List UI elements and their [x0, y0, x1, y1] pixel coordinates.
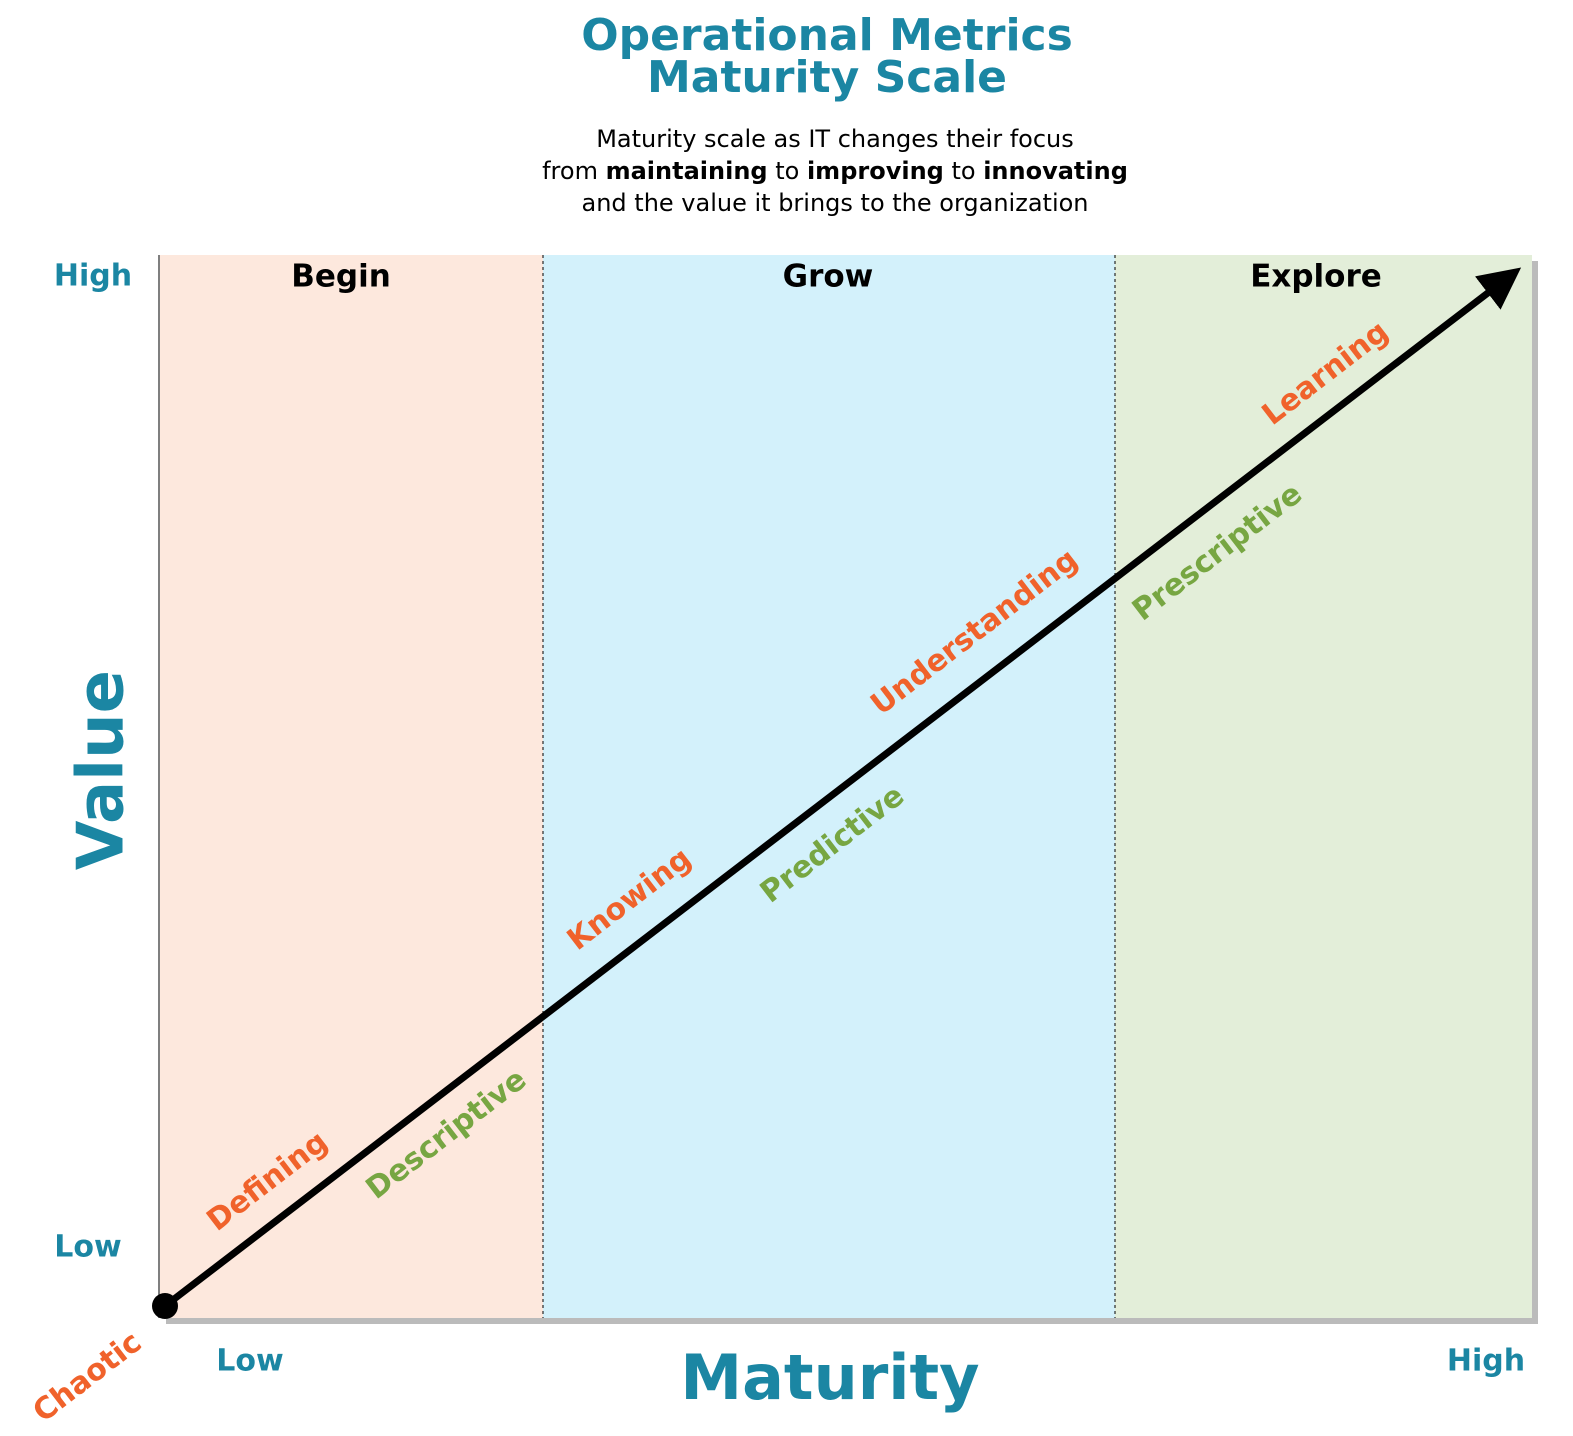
subtitle: and the value it brings to the organizat… [582, 189, 1089, 217]
phase-label: Explore [1250, 259, 1382, 295]
x-axis-label: Maturity [680, 1341, 979, 1414]
phase-area [1115, 255, 1532, 1318]
subtitle-part: maintaining [606, 157, 768, 185]
subtitle-part: improving [807, 157, 944, 185]
subtitle-part: innovating [983, 157, 1128, 185]
x-low: Low [216, 1344, 283, 1379]
phase-label: Grow [783, 259, 874, 295]
subtitle-part: to [944, 157, 983, 185]
phase-area [160, 255, 543, 1318]
start-dot [152, 1293, 178, 1319]
title: Maturity Scale [647, 52, 1007, 103]
arrow [162, 267, 1522, 1309]
y-low: Low [54, 1230, 121, 1265]
y-axis-label: Value [65, 670, 139, 870]
x-high: High [1447, 1344, 1525, 1379]
subtitle: from maintaining to improving to innovat… [542, 157, 1128, 185]
phase-label: Begin [291, 259, 391, 295]
phase-area [543, 255, 1115, 1318]
subtitle: Maturity scale as IT changes their focus [596, 125, 1074, 153]
y-high: High [54, 259, 132, 294]
subtitle-part: from [542, 157, 605, 185]
subtitle-part: to [768, 157, 807, 185]
start-label: Chaotic [27, 1325, 149, 1430]
title: Operational Metrics [581, 10, 1073, 61]
